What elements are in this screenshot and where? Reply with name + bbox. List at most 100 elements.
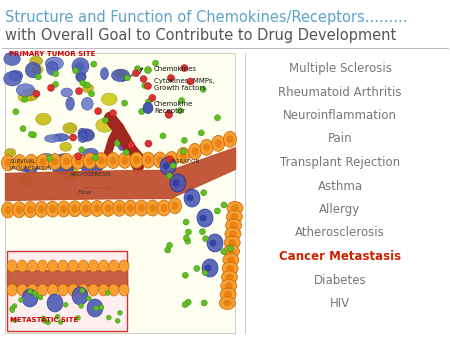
Text: Structure and Function of Chemokines/Receptors.........: Structure and Function of Chemokines/Rec… [5,10,408,25]
Ellipse shape [145,156,152,164]
Ellipse shape [47,294,63,312]
Text: METASTATIC SITE: METASTATIC SITE [10,317,78,323]
Ellipse shape [51,158,58,166]
Circle shape [180,148,186,154]
Ellipse shape [171,202,179,210]
Circle shape [215,115,220,121]
Ellipse shape [30,56,43,66]
Ellipse shape [45,135,60,142]
Ellipse shape [122,156,128,164]
Circle shape [53,71,59,77]
Circle shape [42,318,47,323]
Ellipse shape [224,131,237,147]
Text: Rheumatoid Arthritis: Rheumatoid Arthritis [278,86,402,98]
Ellipse shape [228,239,236,246]
Circle shape [80,80,86,86]
Text: with Overall Goal to Contribute to Drug Development: with Overall Goal to Contribute to Drug … [5,28,396,43]
Circle shape [86,296,91,301]
Text: Chemokines: Chemokines [154,66,197,72]
Ellipse shape [186,194,194,201]
Ellipse shape [68,284,78,296]
Ellipse shape [225,219,242,232]
Ellipse shape [172,179,180,187]
Ellipse shape [119,284,129,296]
Ellipse shape [81,160,103,176]
Ellipse shape [162,163,170,169]
Ellipse shape [133,156,140,164]
Ellipse shape [16,159,23,167]
Ellipse shape [200,139,213,155]
Circle shape [183,235,189,241]
Text: Pain: Pain [328,132,352,145]
Circle shape [145,140,152,147]
Circle shape [41,316,46,321]
FancyBboxPatch shape [7,251,127,331]
Circle shape [185,238,191,244]
Text: HIV: HIV [330,297,350,310]
Ellipse shape [25,62,41,78]
Circle shape [183,219,189,225]
Circle shape [128,142,135,149]
Ellipse shape [119,260,129,272]
Circle shape [94,306,99,311]
Ellipse shape [7,260,17,272]
Circle shape [194,265,200,271]
Text: MIGRATION: MIGRATION [170,159,201,164]
Ellipse shape [118,152,131,168]
Circle shape [58,319,63,324]
Ellipse shape [98,156,105,165]
Circle shape [103,117,108,123]
Ellipse shape [60,205,67,213]
Ellipse shape [71,205,78,213]
Ellipse shape [149,204,156,212]
Text: PRIMARY TUMOR SITE: PRIMARY TUMOR SITE [9,51,95,57]
Ellipse shape [17,284,27,296]
Ellipse shape [32,65,43,74]
Circle shape [166,173,172,179]
Text: Multiple Sclerosis: Multiple Sclerosis [288,62,392,75]
Circle shape [114,140,120,146]
Ellipse shape [53,134,69,141]
Ellipse shape [66,97,74,110]
Ellipse shape [116,204,123,212]
Ellipse shape [60,142,72,151]
Ellipse shape [109,284,119,296]
Circle shape [214,208,220,214]
Circle shape [84,82,90,88]
Ellipse shape [48,260,58,272]
Ellipse shape [113,200,126,216]
Ellipse shape [223,253,239,266]
Ellipse shape [224,245,239,258]
Ellipse shape [18,174,33,185]
Ellipse shape [225,273,234,281]
Ellipse shape [227,201,243,215]
Text: PROLIFERATION: PROLIFERATION [10,166,53,171]
Ellipse shape [223,299,231,307]
Ellipse shape [4,148,16,157]
Circle shape [221,202,227,208]
Circle shape [202,236,208,242]
Ellipse shape [230,222,238,229]
Ellipse shape [102,200,115,216]
Ellipse shape [229,231,237,237]
Circle shape [199,228,205,235]
Ellipse shape [82,84,94,93]
Text: ANGIOGENESIS: ANGIOGENESIS [70,172,112,177]
Circle shape [142,82,148,89]
Circle shape [105,290,110,295]
Circle shape [55,314,60,319]
Circle shape [181,137,187,143]
Circle shape [166,242,172,248]
Ellipse shape [115,69,126,78]
Ellipse shape [135,200,148,216]
Ellipse shape [227,256,235,263]
Ellipse shape [55,154,70,164]
Circle shape [47,155,53,161]
Ellipse shape [38,153,55,165]
Text: Transplant Rejection: Transplant Rejection [280,156,400,169]
Circle shape [20,126,26,132]
Ellipse shape [202,259,218,277]
Ellipse shape [18,92,31,102]
Circle shape [28,289,33,294]
Ellipse shape [83,153,96,169]
